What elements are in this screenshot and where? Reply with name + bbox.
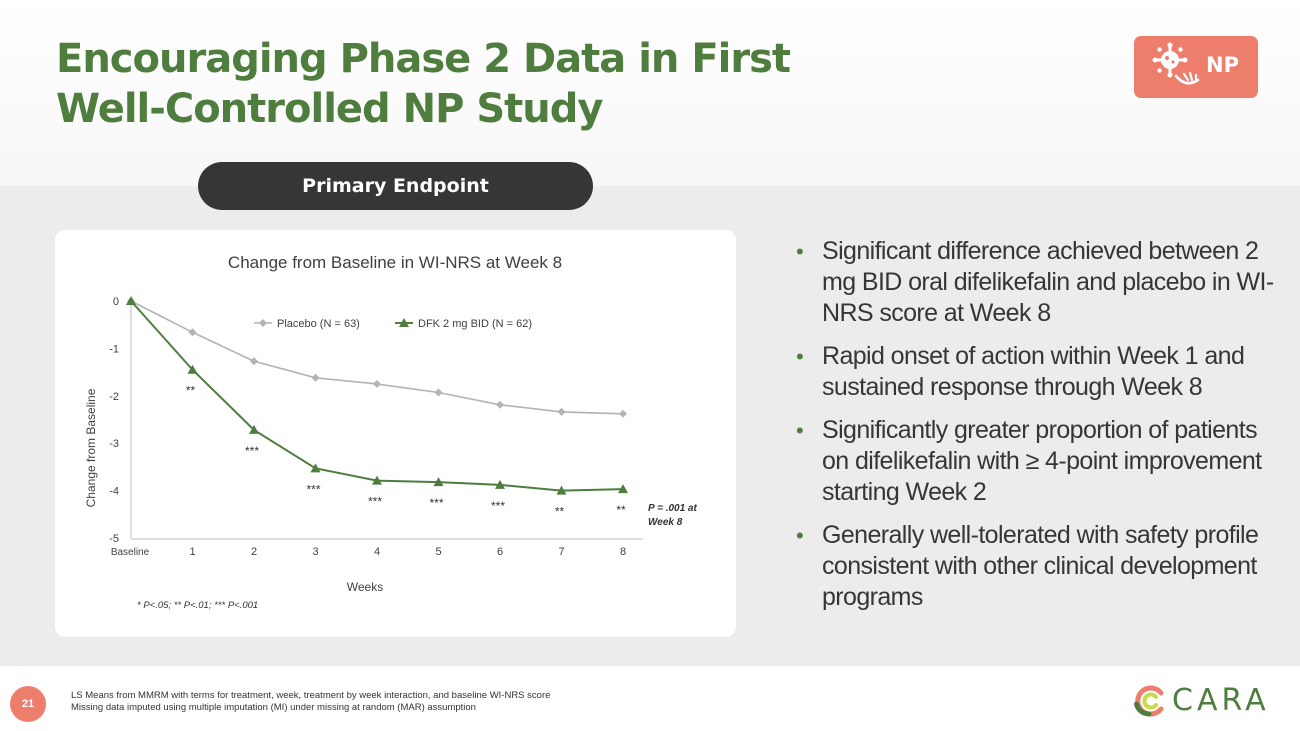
np-badge-label: NP bbox=[1206, 53, 1239, 77]
footnote-line-1: LS Means from MMRM with terms for treatm… bbox=[71, 690, 551, 701]
x-tick-label: 4 bbox=[374, 546, 380, 558]
x-tick-label: 7 bbox=[558, 546, 564, 558]
x-tick-label: Baseline bbox=[111, 547, 150, 558]
y-tick-label: -3 bbox=[109, 438, 119, 450]
significance-marker: *** bbox=[245, 444, 259, 458]
chart-card: Change from Baseline in WI-NRS at Week 8… bbox=[55, 230, 736, 637]
x-axis-label: Weeks bbox=[347, 580, 383, 594]
header-area bbox=[0, 0, 1300, 186]
placebo-point bbox=[496, 400, 504, 409]
bullet-dot: • bbox=[796, 239, 804, 264]
placebo-point bbox=[311, 373, 320, 382]
significance-marker: *** bbox=[429, 496, 443, 510]
title-line-1: Encouraging Phase 2 Data in First bbox=[56, 36, 791, 82]
series-line-placebo bbox=[130, 300, 624, 415]
week8-annotation-line-1: P = .001 at bbox=[648, 503, 697, 514]
np-badge: NP bbox=[1134, 36, 1258, 98]
bullet-text: Generally well-tolerated with safety pro… bbox=[822, 521, 1259, 611]
legend-marker-dfk bbox=[399, 318, 409, 327]
significance-marker: *** bbox=[491, 499, 505, 513]
bullet-dot: • bbox=[796, 523, 804, 548]
dfk-point bbox=[618, 484, 628, 494]
cara-logo: CARA bbox=[1132, 683, 1282, 719]
dfk-point bbox=[249, 424, 259, 434]
placebo-point bbox=[250, 357, 258, 366]
chart-title: Change from Baseline in WI-NRS at Week 8 bbox=[228, 253, 562, 272]
dfk-point bbox=[372, 475, 382, 485]
y-tick-label: 0 bbox=[113, 296, 119, 308]
placebo-point bbox=[188, 328, 197, 337]
y-tick-label: -1 bbox=[109, 343, 119, 355]
series-line-dfk bbox=[130, 300, 624, 492]
legend-marker-placebo bbox=[259, 319, 267, 327]
line-chart: Change from Baseline in WI-NRS at Week 8… bbox=[84, 253, 697, 611]
significance-marker: *** bbox=[368, 495, 382, 509]
significance-marker: ** bbox=[616, 503, 626, 517]
y-tick-label: -4 bbox=[109, 486, 119, 498]
significance-marker: ** bbox=[555, 505, 565, 519]
x-tick-label: 6 bbox=[497, 546, 503, 558]
y-tick-label: -5 bbox=[109, 533, 119, 545]
significance-marker: *** bbox=[306, 482, 320, 496]
placebo-point bbox=[557, 407, 566, 416]
cara-logo-text: CARA bbox=[1172, 683, 1270, 718]
x-tick-label: 2 bbox=[251, 546, 257, 558]
dfk-point bbox=[433, 477, 444, 487]
list-item: • Generally well-tolerated with safety pr… bbox=[788, 520, 1278, 613]
title-line-2: Well-Controlled NP Study bbox=[56, 86, 603, 132]
placebo-point bbox=[619, 409, 627, 418]
y-axis-label: Change from Baseline bbox=[84, 388, 98, 507]
bullet-dot: • bbox=[796, 344, 804, 369]
footnote-line-2: Missing data imputed using multiple impu… bbox=[71, 702, 476, 713]
cara-logo-mark-icon bbox=[1134, 685, 1164, 717]
bullet-text: Significant difference achieved between … bbox=[822, 237, 1274, 327]
x-tick-label: 3 bbox=[312, 546, 318, 558]
bullet-dot: • bbox=[796, 418, 804, 443]
x-tick-label: 5 bbox=[435, 546, 441, 558]
x-tick-label: 1 bbox=[189, 546, 195, 558]
dfk-point bbox=[310, 463, 321, 473]
dfk-point bbox=[187, 364, 198, 374]
placebo-point bbox=[373, 379, 381, 388]
legend-label-placebo: Placebo (N = 63) bbox=[277, 318, 360, 330]
footnote: LS Means from MMRM with terms for treatm… bbox=[71, 690, 771, 714]
page-number: 21 bbox=[10, 686, 46, 722]
week8-annotation-line-2: Week 8 bbox=[648, 517, 683, 528]
significance-note: * P<.05; ** P<.01; *** P<.001 bbox=[137, 600, 258, 611]
page-title: Encouraging Phase 2 Data in First Well-C… bbox=[56, 34, 956, 134]
primary-endpoint-label: Primary Endpoint bbox=[198, 162, 593, 210]
y-tick-label: -2 bbox=[109, 391, 119, 403]
legend-label-dfk: DFK 2 mg BID (N = 62) bbox=[418, 318, 532, 330]
x-tick-label: 8 bbox=[620, 546, 626, 558]
list-item: • Significantly greater proportion of pat… bbox=[788, 415, 1278, 508]
list-item: • Significant difference achieved between… bbox=[788, 236, 1278, 329]
dfk-point bbox=[126, 296, 136, 305]
placebo-point bbox=[434, 388, 443, 397]
dfk-point bbox=[556, 485, 567, 495]
bullet-text: Rapid onset of action within Week 1 and … bbox=[822, 342, 1245, 401]
significance-marker: ** bbox=[186, 384, 196, 398]
list-item: • Rapid onset of action within Week 1 and… bbox=[788, 341, 1278, 403]
dfk-point bbox=[495, 479, 505, 489]
key-findings-list: • Significant difference achieved between… bbox=[788, 236, 1278, 625]
virus-scratching-hand-icon bbox=[1152, 42, 1200, 85]
bullet-text: Significantly greater proportion of pati… bbox=[822, 416, 1262, 506]
